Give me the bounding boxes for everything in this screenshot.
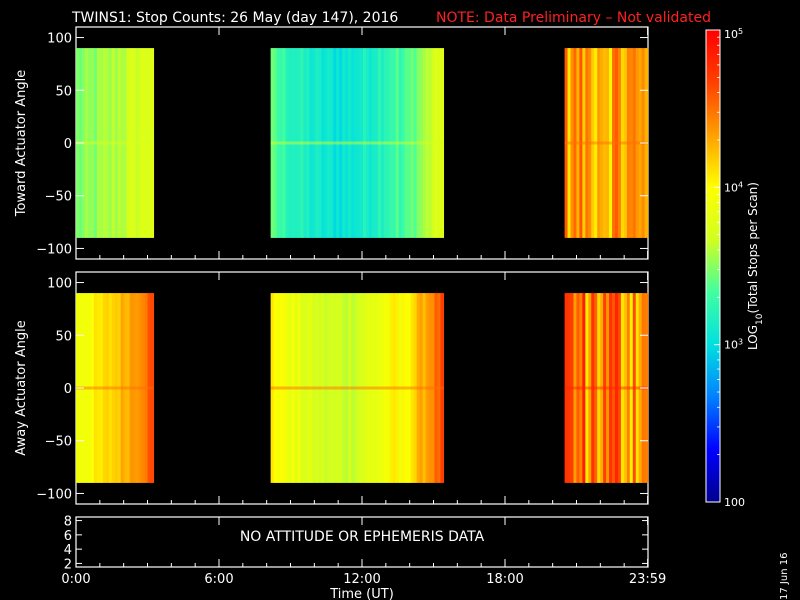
y-tick-label: 0: [64, 382, 72, 397]
x-tick-label: 18:00: [486, 572, 523, 587]
away-ylabel: Away Actuator Angle: [14, 320, 29, 455]
zero-angle-band: [564, 386, 648, 390]
y-tick-label: 0: [64, 137, 72, 152]
y-tick-label: 50: [55, 84, 72, 99]
y-tick-label: −50: [45, 435, 72, 450]
y-tick-label: 100: [47, 32, 72, 47]
colorbar-tick-label: 100: [724, 496, 745, 509]
no-data-message: NO ATTITUDE OR EPHEMERIS DATA: [240, 529, 485, 545]
colorbar-tick-label: 105: [724, 27, 743, 42]
y-tick-label: 4: [64, 543, 72, 558]
colorbar: 105 104 103 100 LOG10(Total Stops per Scan): [705, 27, 765, 509]
preliminary-note: NOTE: Data Preliminary – Not validated: [436, 10, 711, 26]
x-tick-label: 12:00: [343, 572, 380, 587]
zero-angle-band: [270, 141, 444, 145]
colorbar-tick-label: 104: [724, 180, 743, 195]
y-tick-label: 100: [47, 277, 72, 292]
colorbar-ticks: 105 104 103 100: [714, 27, 745, 509]
time-xlabel: Time (UT): [329, 587, 394, 600]
y-tick-label: 2: [64, 557, 72, 572]
zero-angle-band: [76, 141, 154, 145]
away-y-ticks: 100 50 0 −50 −100: [36, 277, 648, 502]
zero-angle-band: [564, 141, 648, 145]
x-tick-label: 0:00: [61, 572, 90, 587]
toward-ylabel: Toward Actuator Angle: [14, 70, 29, 217]
y-tick-label: 50: [55, 329, 72, 344]
colorbar-label: LOG10(Total Stops per Scan): [746, 182, 765, 350]
y-tick-label: −100: [36, 242, 72, 257]
toward-panel: 100 50 0 −50 −100 Toward Actuator Angle: [14, 26, 649, 260]
colorbar-tick-label: 103: [724, 337, 743, 352]
y-tick-label: 6: [64, 529, 72, 544]
time-x-ticks: 0:00 6:00 12:00 18:00 23:59: [61, 27, 666, 587]
x-tick-label: 6:00: [204, 572, 233, 587]
zero-angle-band: [270, 386, 444, 390]
y-tick-label: −50: [45, 190, 72, 205]
side-date: 17 Jun 16: [779, 553, 790, 600]
zero-angle-band: [76, 386, 154, 390]
away-panel: 100 50 0 −50 −100 Away Actuator Angle: [14, 271, 649, 505]
chart-title: TWINS1: Stop Counts: 26 May (day 147), 2…: [71, 10, 398, 26]
toward-y-ticks: 100 50 0 −50 −100: [36, 32, 648, 257]
y-tick-label: −100: [36, 487, 72, 502]
x-tick-label: 23:59: [629, 572, 666, 587]
colorbar-gradient: [705, 29, 721, 503]
away-heatmap-blocks: [76, 293, 649, 483]
y-tick-label: 8: [64, 515, 72, 530]
